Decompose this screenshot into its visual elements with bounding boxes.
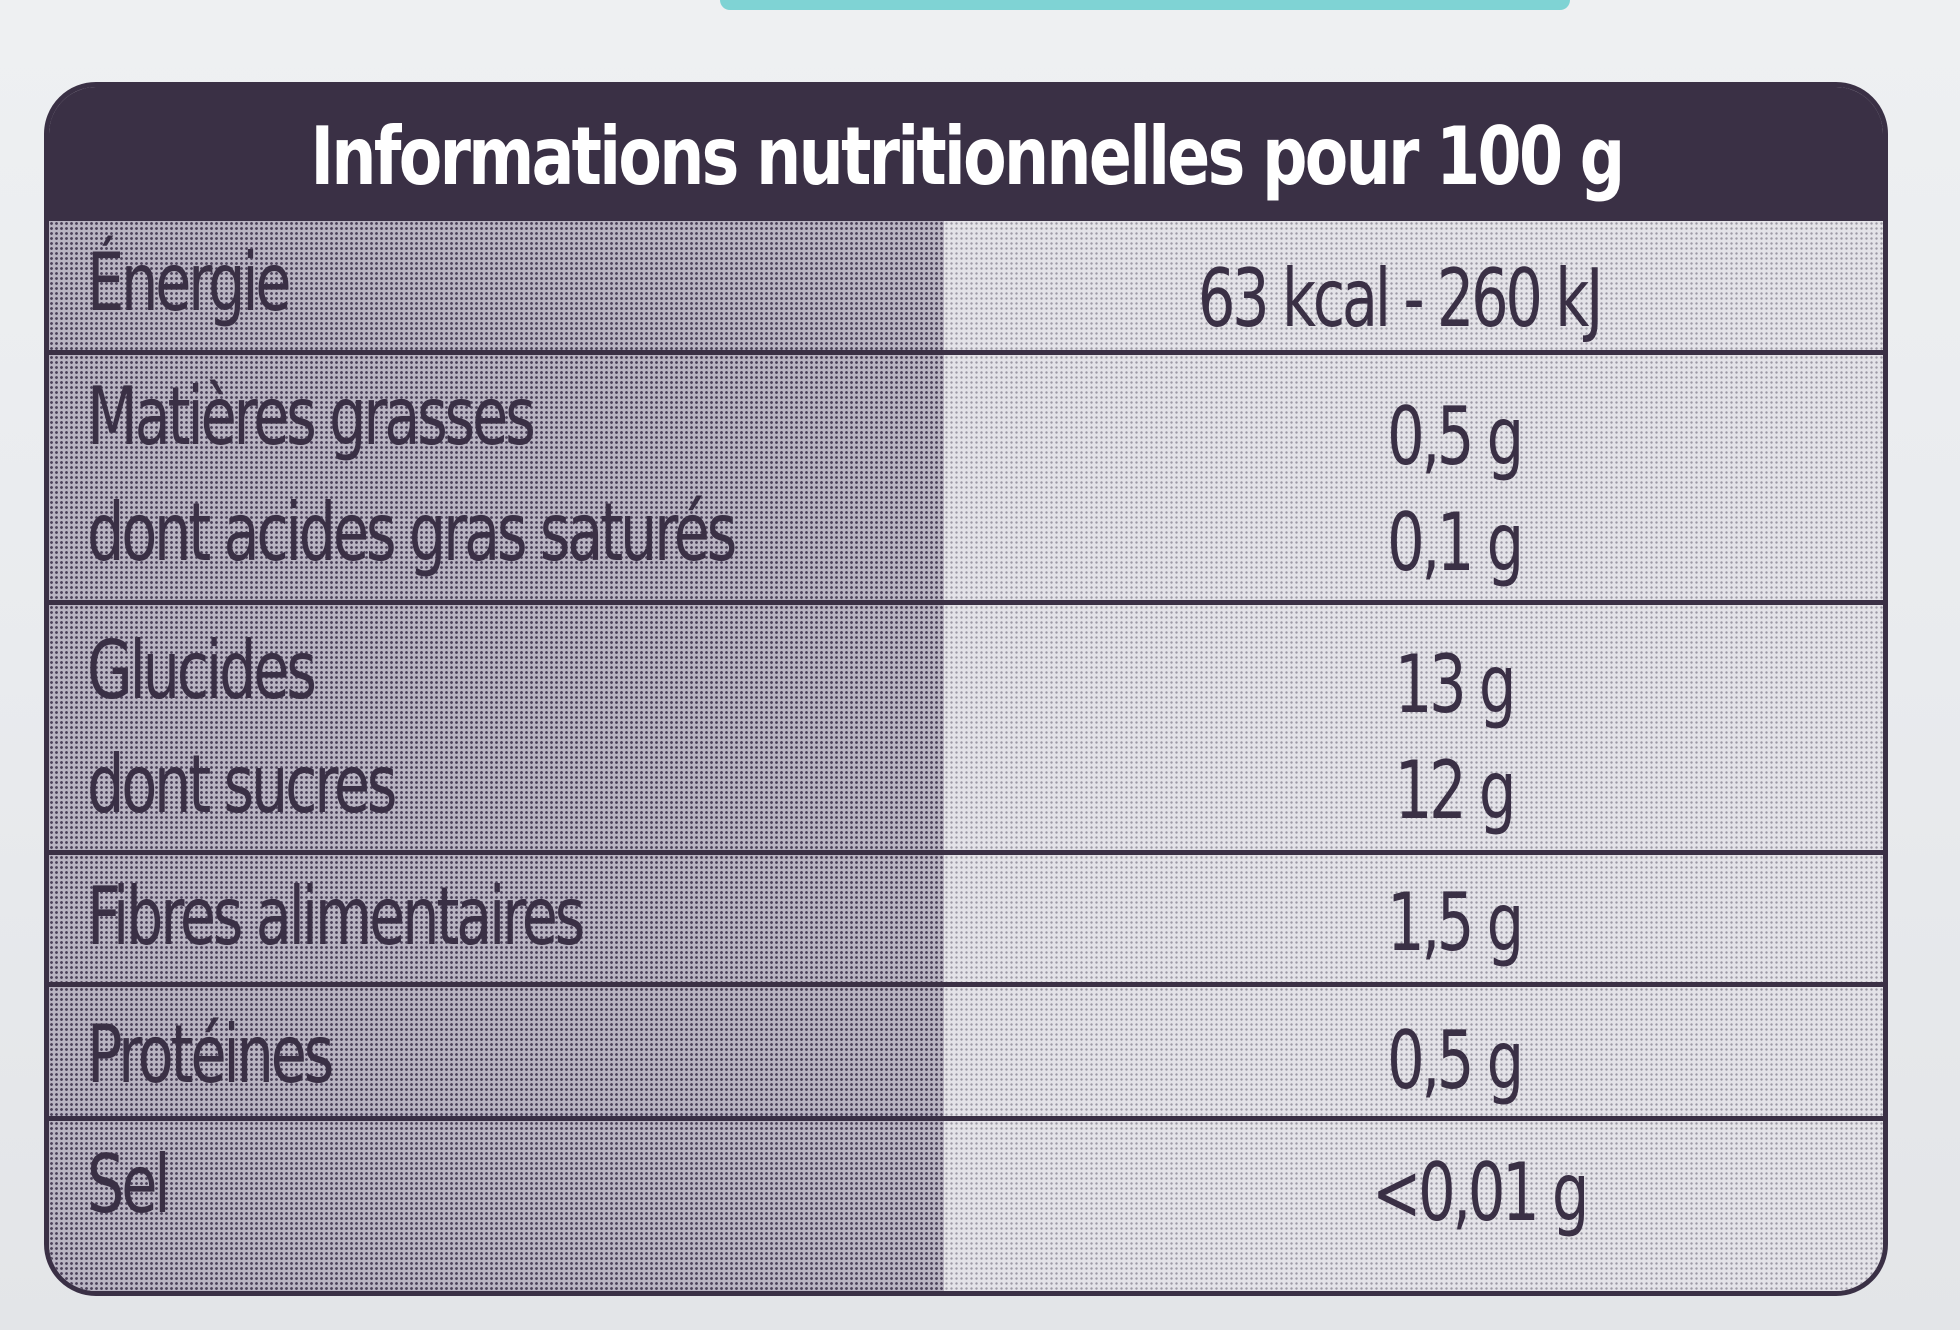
nutrient-value-proteins: 0,5 g: [1387, 1014, 1524, 1107]
nutrient-label-fibres: Fibres alimentaires: [87, 870, 585, 963]
nutrient-label-sugars: dont sucres: [87, 738, 398, 831]
nutrient-label-proteins: Protéines: [87, 1008, 334, 1101]
nutrient-value-saturated: 0,1 g: [1387, 496, 1524, 589]
nutrient-label-saturated: dont acides gras saturés: [87, 486, 737, 579]
nutrient-label-energy: Énergie: [87, 236, 292, 329]
nutrition-label: Informations nutritionnelles pour 100 g …: [44, 82, 1888, 1296]
nutrition-header: Informations nutritionnelles pour 100 g: [49, 87, 1883, 221]
nutrient-label-carbs: Glucides: [87, 624, 317, 717]
nutrition-title: Informations nutritionnelles pour 100 g: [309, 109, 1625, 203]
nutrient-value-salt: <0,01 g: [1371, 1146, 1589, 1239]
nutrient-value-carbs: 13 g: [1394, 638, 1516, 731]
nutrient-value-fibres: 1,5 g: [1387, 876, 1524, 969]
row-energy: Énergie 63 kcal - 260 kJ: [49, 221, 1883, 355]
teal-accent-strip: [720, 0, 1570, 10]
row-carbs: Glucides 13 g dont sucres 12 g: [49, 605, 1883, 855]
nutrient-label-salt: Sel: [87, 1138, 171, 1231]
row-proteins: Protéines 0,5 g: [49, 987, 1883, 1121]
nutrient-value-fats: 0,5 g: [1387, 390, 1524, 483]
nutrient-value-sugars: 12 g: [1394, 744, 1516, 837]
nutrition-table: Énergie 63 kcal - 260 kJ Matières grasse…: [49, 221, 1883, 1291]
nutrient-value-energy: 63 kcal - 260 kJ: [1197, 252, 1604, 345]
row-fats: Matières grasses 0,5 g dont acides gras …: [49, 355, 1883, 605]
nutrient-label-fats: Matières grasses: [87, 370, 536, 463]
row-salt: Sel <0,01 g: [49, 1121, 1883, 1291]
row-fibres: Fibres alimentaires 1,5 g: [49, 855, 1883, 987]
